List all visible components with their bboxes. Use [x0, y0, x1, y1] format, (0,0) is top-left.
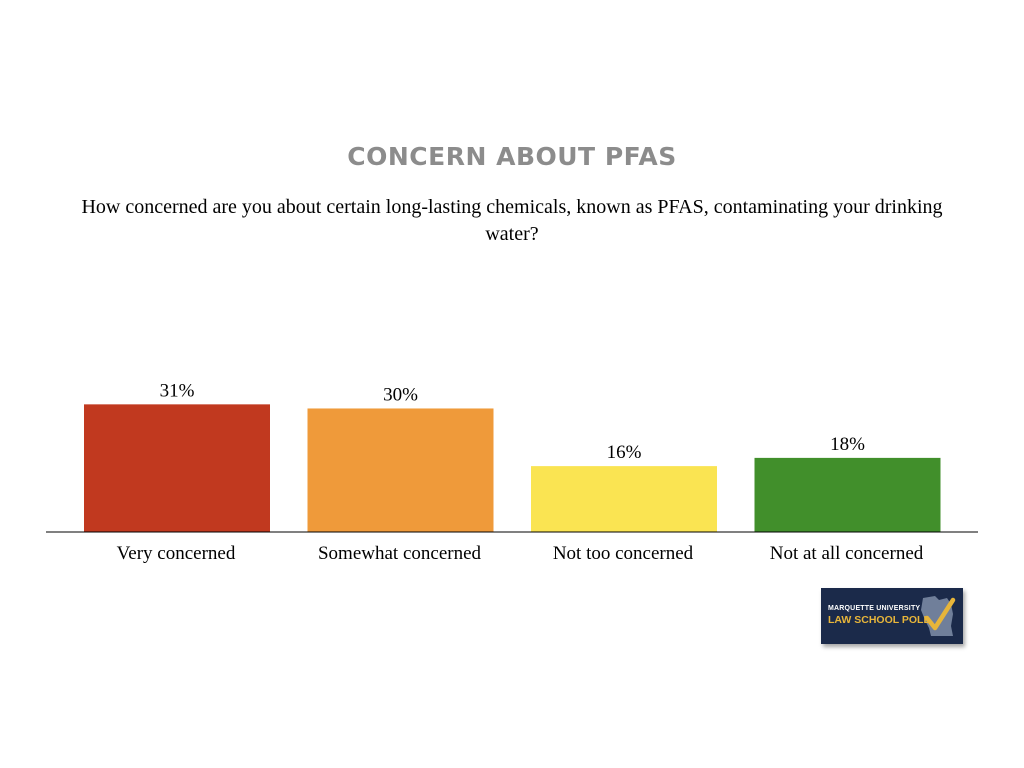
bar-somewhat-concerned	[307, 408, 494, 532]
bar-not-at-all-concerned	[754, 457, 941, 532]
bar-not-too-concerned	[531, 466, 717, 532]
bars-group: 31% Very concerned 30% Somewhat concerned 16…	[84, 380, 941, 564]
category-label: Not at all concerned	[770, 543, 924, 564]
data-label: 18%	[830, 434, 865, 455]
data-label: 31%	[160, 380, 195, 401]
chart-subtitle: How concerned are you about certain long…	[81, 196, 943, 245]
category-label: Not too concerned	[553, 543, 694, 564]
logo-line-university: MARQUETTE UNIVERSITY	[828, 605, 921, 612]
bar-very-concerned	[84, 404, 270, 532]
data-label: 16%	[607, 442, 642, 463]
wisconsin-checkmark-icon	[921, 596, 956, 636]
category-label: Very concerned	[117, 543, 236, 564]
category-label: Somewhat concerned	[318, 543, 482, 564]
logo-line-poll: LAW SCHOOL POLL	[828, 614, 930, 626]
chart-title: CONCERN ABOUT PFAS	[347, 142, 677, 171]
data-label: 30%	[383, 384, 418, 405]
marquette-law-school-poll-logo: MARQUETTE UNIVERSITY LAW SCHOOL POLL	[821, 588, 963, 644]
